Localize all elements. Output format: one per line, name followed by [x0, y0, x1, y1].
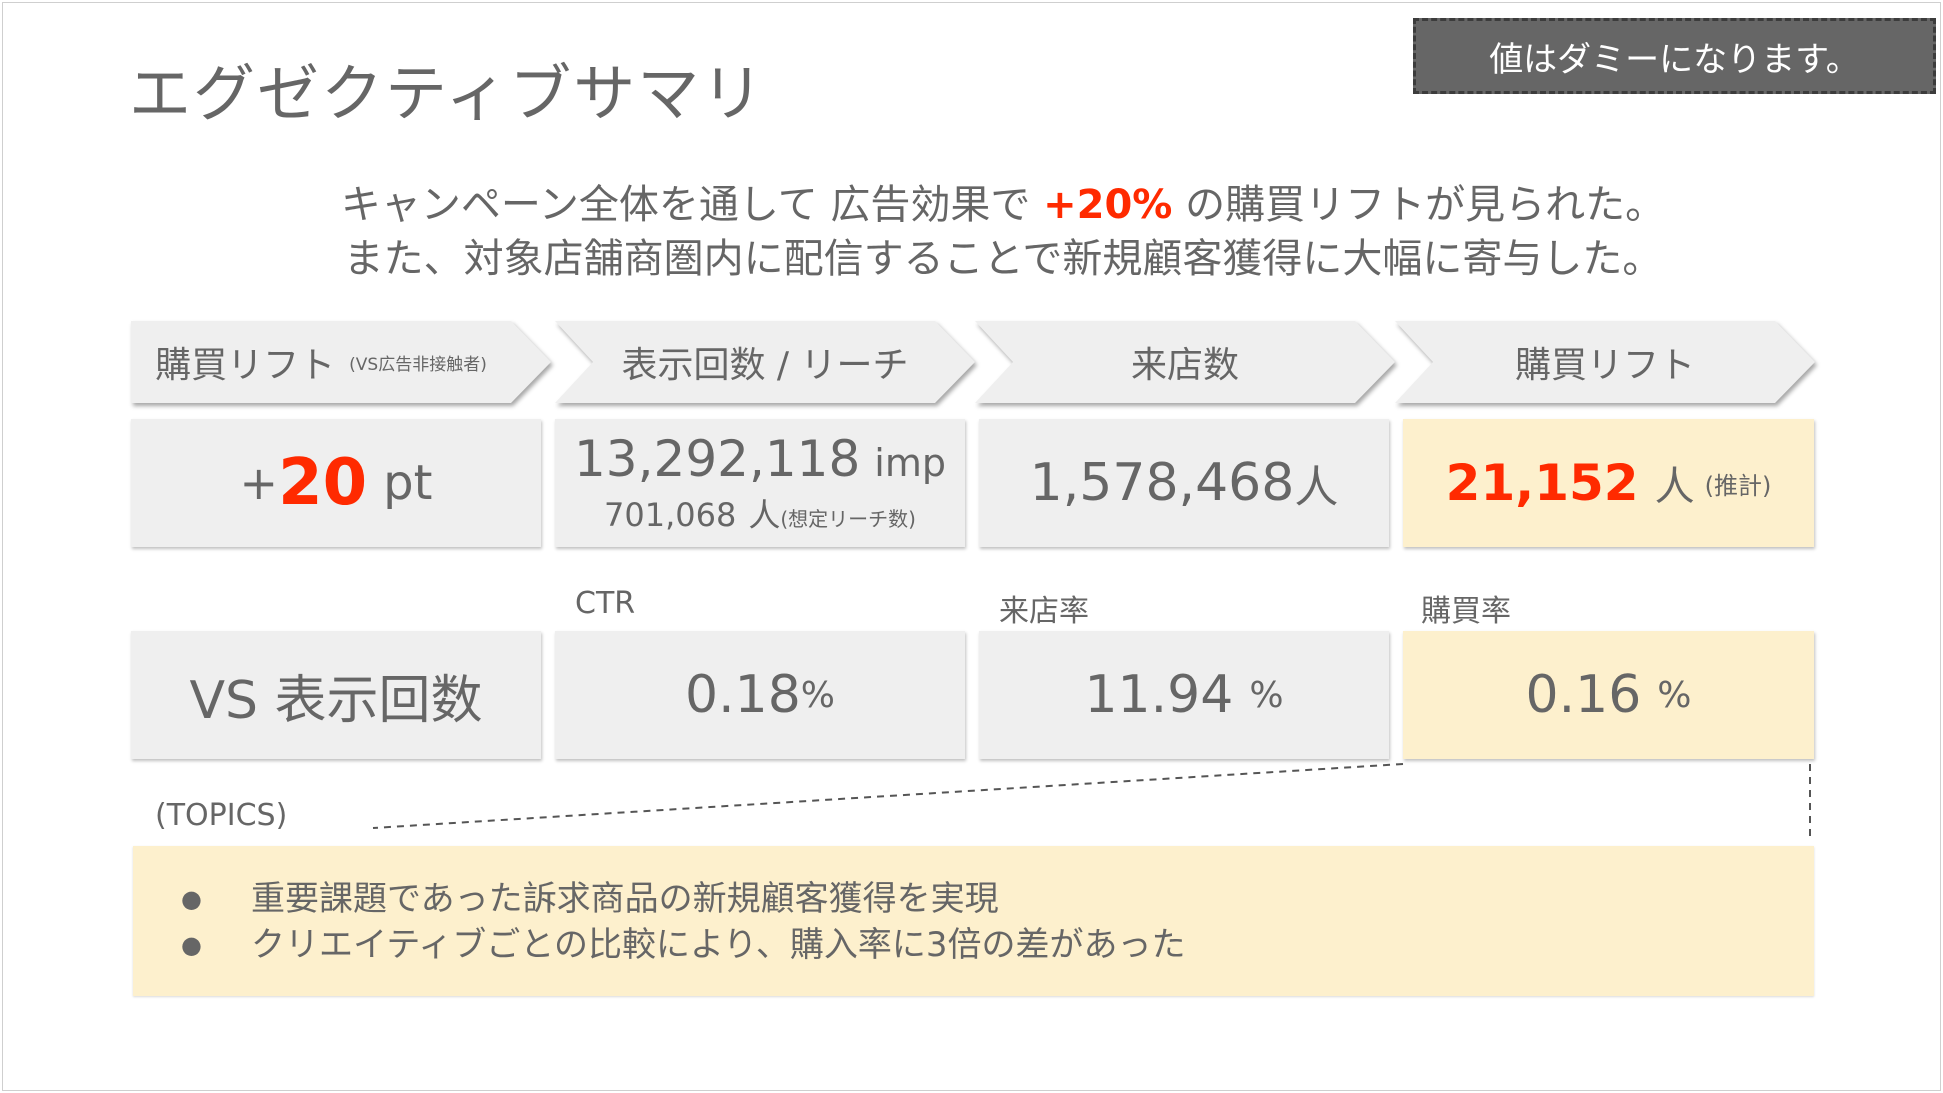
topic-text: 重要課題であった訴求商品の新規顧客獲得を実現 — [251, 879, 999, 919]
visit-rate-unit: % — [1249, 674, 1284, 716]
visit-rate-box: 11.94% — [979, 631, 1389, 759]
metric-lift-unit: pt — [383, 455, 433, 511]
header-visits: 来店数 — [975, 321, 1395, 403]
topics-label: (TOPICS) — [155, 798, 288, 833]
metric-purchase-box: 21,152 人 (推計) — [1403, 419, 1814, 547]
metric-impressions-unit: imp — [874, 441, 946, 485]
metric-visits-unit: 人 — [1294, 462, 1339, 513]
metric-lift-prefix: + — [239, 456, 279, 510]
metric-visits-value: 1,578,468 — [1029, 453, 1295, 513]
metric-lift-box: +20 pt — [131, 419, 541, 547]
ctr-unit: % — [800, 674, 835, 716]
summary-line-2: また、対象店舗商圏内に配信することで新規顧客獲得に大幅に寄与した。 — [343, 236, 1663, 282]
header-label: 購買リフト — [155, 345, 336, 386]
rates-row-label-box: VS 表示回数 — [131, 631, 541, 759]
metric-reach-unit: 人 — [748, 496, 781, 534]
header-purchase-lift: 購買リフト — [1395, 321, 1815, 403]
bullet-icon: ● — [181, 885, 202, 913]
topics-list: ● 重要課題であった訴求商品の新規顧客獲得を実現 ● クリエイティブごとの比較により… — [181, 876, 1186, 968]
callout-lines — [372, 763, 1811, 841]
header-note: (VS広告非接触者) — [349, 354, 487, 375]
metric-purchase-unit: 人 — [1654, 464, 1695, 510]
metric-reach-value: 701,068 — [604, 496, 737, 534]
summary-text: キャンペーン全体を通して 広告効果で +20% の購買リフトが見られた。 また、… — [183, 178, 1823, 286]
purchase-rate-value: 0.16 — [1525, 665, 1642, 725]
page-title: エグゼクティブサマリ — [129, 57, 766, 130]
metric-purchase-value: 21,152 — [1445, 454, 1639, 512]
header-impressions-reach: 表示回数 / リーチ — [555, 321, 975, 403]
ctr-label: CTR — [575, 586, 636, 621]
topics-box: ● 重要課題であった訴求商品の新規顧客獲得を実現 ● クリエイティブごとの比較により… — [133, 846, 1814, 996]
purchase-rate-box: 0.16% — [1403, 631, 1814, 759]
metric-reach-note: (想定リーチ数) — [780, 507, 916, 531]
metric-purchase-note: (推計) — [1704, 471, 1772, 500]
bullet-icon: ● — [181, 931, 202, 959]
visit-rate-value: 11.94 — [1084, 665, 1234, 725]
metric-impressions-box: 13,292,118 imp 701,068 人(想定リーチ数) — [555, 419, 965, 547]
list-item: ● クリエイティブごとの比較により、購入率に3倍の差があった — [181, 922, 1186, 968]
topic-text: クリエイティブごとの比較により、購入率に3倍の差があった — [251, 925, 1186, 965]
header-label: 表示回数 / リーチ — [621, 345, 909, 386]
header-label: 来店数 — [1130, 345, 1239, 386]
header-label: 購買リフト — [1514, 345, 1695, 386]
metric-visits-box: 1,578,468 人 — [979, 419, 1389, 547]
summary-line-1-start: キャンペーン全体を通して 広告効果で — [340, 182, 1044, 228]
metric-lift-value: 20 — [278, 446, 368, 520]
rates-row-label: VS 表示回数 — [189, 670, 483, 731]
purchase-rate-unit: % — [1657, 674, 1692, 716]
list-item: ● 重要課題であった訴求商品の新規顧客獲得を実現 — [181, 876, 1186, 922]
summary-lift-highlight: +20% — [1043, 182, 1173, 228]
metric-impressions-value: 13,292,118 — [574, 430, 861, 488]
dummy-values-note: 値はダミーになります。 — [1413, 18, 1936, 94]
header-purchase-lift-vs: 購買リフト (VS広告非接触者) — [131, 321, 551, 403]
purchase-rate-label: 購買率 — [1421, 594, 1511, 629]
summary-line-1: キャンペーン全体を通して 広告効果で +20% の購買リフトが見られた。 — [183, 178, 1823, 232]
summary-line-1-end: の購買リフトが見られた。 — [1172, 182, 1666, 228]
visit-rate-label: 来店率 — [999, 594, 1089, 629]
ctr-value: 0.18 — [685, 665, 801, 725]
ctr-box: 0.18% — [555, 631, 965, 759]
